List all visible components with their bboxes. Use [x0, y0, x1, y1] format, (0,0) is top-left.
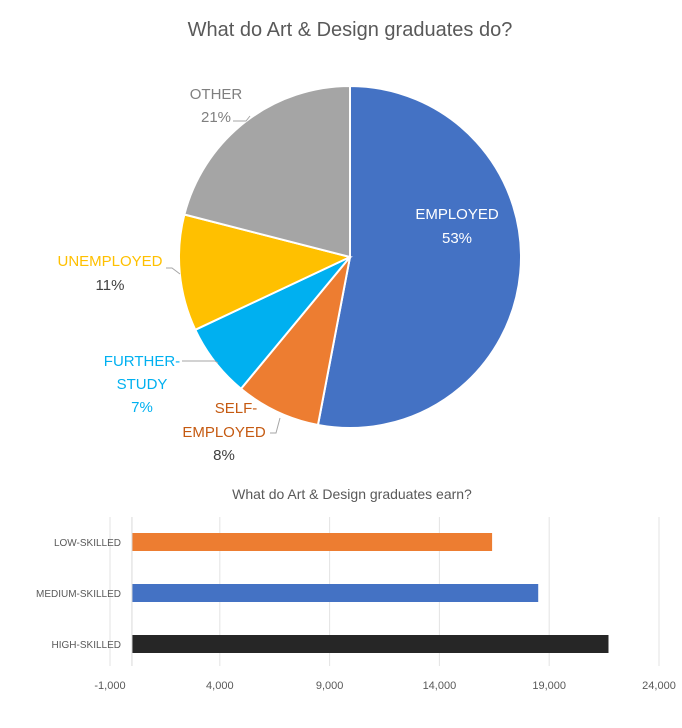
pct-other: 21%	[201, 109, 231, 126]
pct-further-study: 7%	[131, 399, 153, 416]
leader-line-further-study	[182, 360, 219, 364]
label-further-study-2: STUDY	[117, 376, 168, 393]
leader-line-self-employed	[270, 417, 281, 434]
pie-slice-other	[183, 84, 351, 259]
leader-line-other	[233, 115, 251, 122]
label-employed: EMPLOYED	[415, 206, 499, 223]
x-tick-label: 24,000	[642, 680, 676, 692]
x-tick-label: 9,000	[316, 680, 344, 692]
pct-unemployed: 11%	[96, 277, 125, 294]
y-category-label: MEDIUM-SKILLED	[36, 589, 121, 600]
x-tick-label: 14,000	[423, 680, 457, 692]
bar-medium-skilled	[131, 584, 539, 602]
pie-chart	[178, 84, 523, 429]
pie-slice-unemployed	[178, 213, 353, 332]
pie-title: What do Art & Design graduates do?	[188, 19, 513, 41]
label-other: OTHER	[190, 86, 243, 103]
pct-self-employed: 8%	[213, 447, 235, 464]
x-tick-label: -1,000	[94, 680, 125, 692]
bar-title: What do Art & Design graduates earn?	[232, 486, 472, 502]
x-tick-label: 19,000	[532, 680, 566, 692]
label-self-employed-1: SELF-	[215, 400, 258, 417]
leader-line-unemployed	[166, 267, 181, 275]
bar-low-skilled	[131, 533, 493, 551]
label-further-study-1: FURTHER-	[104, 353, 180, 370]
x-tick-label: 4,000	[206, 680, 234, 692]
leader-lines	[166, 115, 281, 434]
y-category-label: HIGH-SKILLED	[52, 640, 121, 651]
bar-chart: -1,000 4,000 9,000 14,000 19,000 24,000 LOW-SK…	[36, 517, 676, 692]
pct-employed: 53%	[442, 230, 472, 247]
bar-high-skilled	[131, 635, 609, 653]
label-self-employed-2: EMPLOYED	[182, 424, 266, 441]
label-unemployed: UNEMPLOYED	[57, 253, 162, 270]
pie-slice-employed	[316, 84, 523, 429]
y-category-label: LOW-SKILLED	[54, 538, 121, 549]
